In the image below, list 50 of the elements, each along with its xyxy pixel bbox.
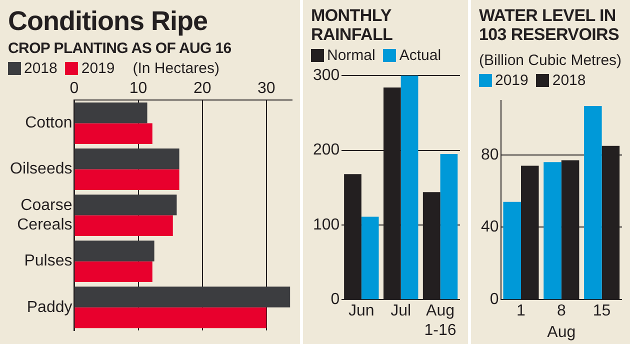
x-axis-title: Aug bbox=[547, 324, 576, 341]
y-tick-label: Cotton bbox=[25, 114, 72, 132]
chart-title: MONTHLY RAINFALL bbox=[311, 6, 394, 44]
x-tick-label: 10 bbox=[129, 80, 148, 98]
bar bbox=[74, 240, 154, 262]
bar bbox=[74, 307, 266, 328]
y-tick-label: Coarse Cereals bbox=[17, 197, 72, 234]
y-tick-label: Oilseeds bbox=[10, 160, 72, 178]
legend-label: 2018 bbox=[24, 60, 58, 77]
x-tick-label: Jun bbox=[348, 302, 374, 320]
y-tick-label: Pulses bbox=[24, 252, 72, 270]
bar bbox=[544, 162, 562, 300]
y-tick-label: Paddy bbox=[26, 298, 72, 316]
chart-title: WATER LEVEL IN 103 RESERVOIRS bbox=[479, 6, 620, 44]
bar bbox=[400, 76, 418, 300]
bar bbox=[584, 106, 602, 300]
legend-label: 2018 bbox=[552, 72, 586, 89]
x-tick-label: 15 bbox=[592, 302, 611, 320]
chart-subtitle: (Billion Cubic Metres) bbox=[479, 52, 623, 69]
chart-subtitle: CROP PLANTING AS OF AUG 16 bbox=[8, 40, 232, 57]
bar bbox=[440, 154, 458, 300]
y-tick-label: 40 bbox=[481, 218, 499, 236]
bar bbox=[503, 202, 521, 300]
x-tick-label: 30 bbox=[257, 80, 276, 98]
y-tick-label: 100 bbox=[312, 216, 340, 234]
legend-label: Normal bbox=[327, 47, 376, 64]
bar bbox=[74, 169, 180, 190]
text: (In Hectares) bbox=[132, 60, 220, 77]
legend-label: Actual bbox=[399, 47, 442, 64]
bar bbox=[74, 261, 152, 282]
y-tick-label: 300 bbox=[312, 67, 340, 84]
x-tick-label: Jul bbox=[390, 302, 412, 320]
bar bbox=[74, 215, 173, 236]
legend-label: 2019 bbox=[81, 60, 115, 77]
chart-title: Conditions Ripe bbox=[8, 6, 208, 36]
bar bbox=[74, 194, 177, 216]
y-tick-label: 80 bbox=[481, 146, 499, 164]
bar bbox=[74, 102, 148, 124]
bar bbox=[361, 216, 379, 300]
bar bbox=[74, 286, 290, 308]
x-tick-label: Aug 1-16 bbox=[424, 302, 456, 339]
legend-label: 2019 bbox=[495, 72, 528, 89]
y-tick-label: 0 bbox=[330, 291, 340, 308]
bar bbox=[74, 148, 180, 170]
x-tick-label: 20 bbox=[193, 80, 212, 98]
bar bbox=[74, 123, 152, 144]
y-tick-label: 0 bbox=[490, 291, 499, 308]
x-tick-label: 8 bbox=[556, 302, 566, 320]
x-tick-label: 1 bbox=[516, 302, 526, 320]
y-tick-label: 200 bbox=[312, 142, 340, 159]
